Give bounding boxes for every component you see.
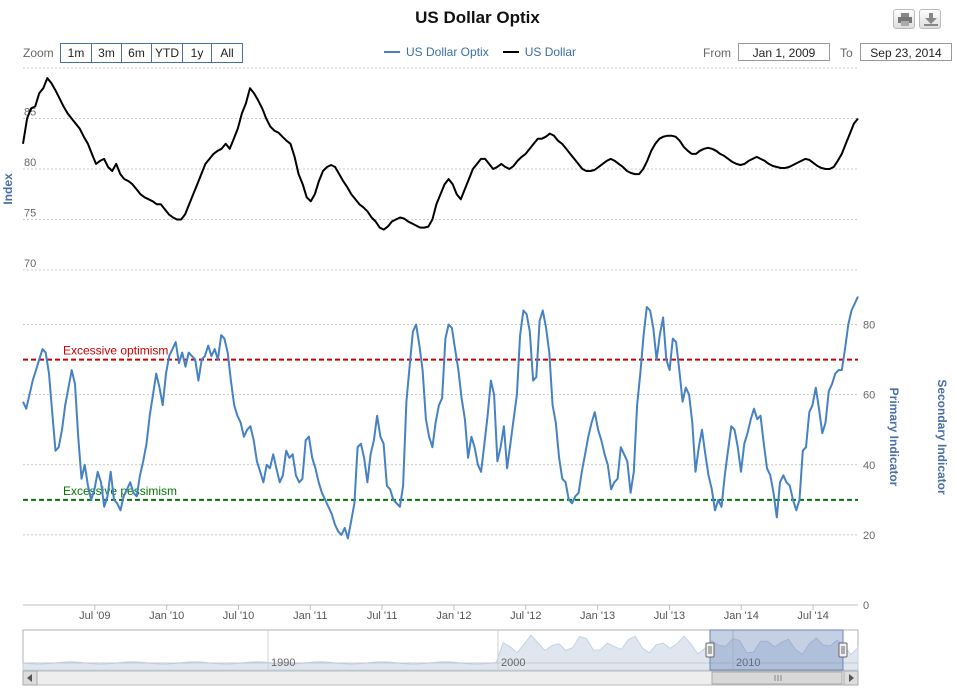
from-date-input[interactable]: Jan 1, 2009 xyxy=(738,43,830,61)
x-tick-label: Jul '14 xyxy=(797,610,828,622)
lower-tick-label: 0 xyxy=(863,600,869,612)
x-tick-label: Jul '11 xyxy=(367,610,398,622)
upper-tick-label: 70 xyxy=(24,258,36,270)
x-tick-label: Jul '10 xyxy=(223,610,254,622)
x-tick-label: Jan '12 xyxy=(436,610,471,622)
lower-tick-label: 60 xyxy=(863,390,875,402)
download-icon xyxy=(924,13,938,26)
x-tick-label: Jul '09 xyxy=(79,610,110,622)
navigator-series-area xyxy=(22,634,859,671)
navigator-year-label: 2000 xyxy=(501,657,525,669)
navigator-year-label: 2010 xyxy=(736,657,760,669)
x-tick-label: Jul '13 xyxy=(654,610,685,622)
us-dollar-optix-series-line xyxy=(22,296,859,540)
print-button[interactable] xyxy=(893,9,915,29)
optimism-threshold-label: Excessive optimism xyxy=(63,344,168,358)
zoom-1m-button[interactable]: 1m xyxy=(61,44,92,62)
legend-label-dollar: US Dollar xyxy=(524,45,577,59)
legend-swatch-dollar xyxy=(502,51,519,53)
from-label: From xyxy=(703,46,731,60)
legend-item-optix[interactable]: US Dollar Optix xyxy=(384,45,489,59)
scroll-left-arrow-icon xyxy=(27,674,32,682)
scroll-right-arrow-icon xyxy=(849,674,854,682)
secondary-axis-label: Secondary Indicator xyxy=(935,379,949,495)
to-date-input[interactable]: Sep 23, 2014 xyxy=(860,43,952,61)
upper-tick-label: 80 xyxy=(24,157,36,169)
upper-axis-label: Index xyxy=(1,173,15,205)
navigator-left-handle[interactable] xyxy=(705,642,715,658)
legend-swatch-optix xyxy=(384,51,400,53)
zoom-all-button[interactable]: All xyxy=(212,44,242,62)
x-tick-label: Jan '10 xyxy=(149,610,184,622)
zoom-label: Zoom xyxy=(23,46,54,60)
zoom-3m-button[interactable]: 3m xyxy=(92,44,122,62)
print-icon xyxy=(898,13,912,26)
zoom-buttons: 1m 3m 6m YTD 1y All xyxy=(60,43,243,63)
navigator-year-label: 1990 xyxy=(271,657,295,669)
lower-tick-label: 80 xyxy=(863,320,875,332)
export-button[interactable] xyxy=(919,9,941,29)
scrollbar-thumb[interactable] xyxy=(711,671,843,685)
upper-tick-label: 75 xyxy=(24,208,36,220)
x-tick-label: Jan '14 xyxy=(724,610,759,622)
zoom-6m-button[interactable]: 6m xyxy=(122,44,152,62)
navigator-selection[interactable] xyxy=(709,629,844,671)
x-tick-label: Jan '11 xyxy=(293,610,327,622)
x-tick-label: Jul '12 xyxy=(510,610,541,622)
legend-label-optix: US Dollar Optix xyxy=(406,45,489,59)
lower-tick-label: 40 xyxy=(863,460,875,472)
zoom-1y-button[interactable]: 1y xyxy=(183,44,212,62)
us-dollar-series-line xyxy=(22,77,859,231)
legend: US Dollar Optix US Dollar xyxy=(384,45,576,59)
x-tick-label: Jan '13 xyxy=(580,610,615,622)
primary-axis-label: Primary Indicator xyxy=(887,388,901,487)
pessimism-threshold-label: Excessive pessimism xyxy=(63,484,177,498)
to-label: To xyxy=(840,46,853,60)
zoom-ytd-button[interactable]: YTD xyxy=(152,44,183,62)
navigator-right-handle[interactable] xyxy=(838,642,848,658)
chart-title: US Dollar Optix xyxy=(415,8,540,27)
lower-tick-label: 20 xyxy=(863,530,875,542)
legend-item-dollar[interactable]: US Dollar xyxy=(502,45,577,59)
